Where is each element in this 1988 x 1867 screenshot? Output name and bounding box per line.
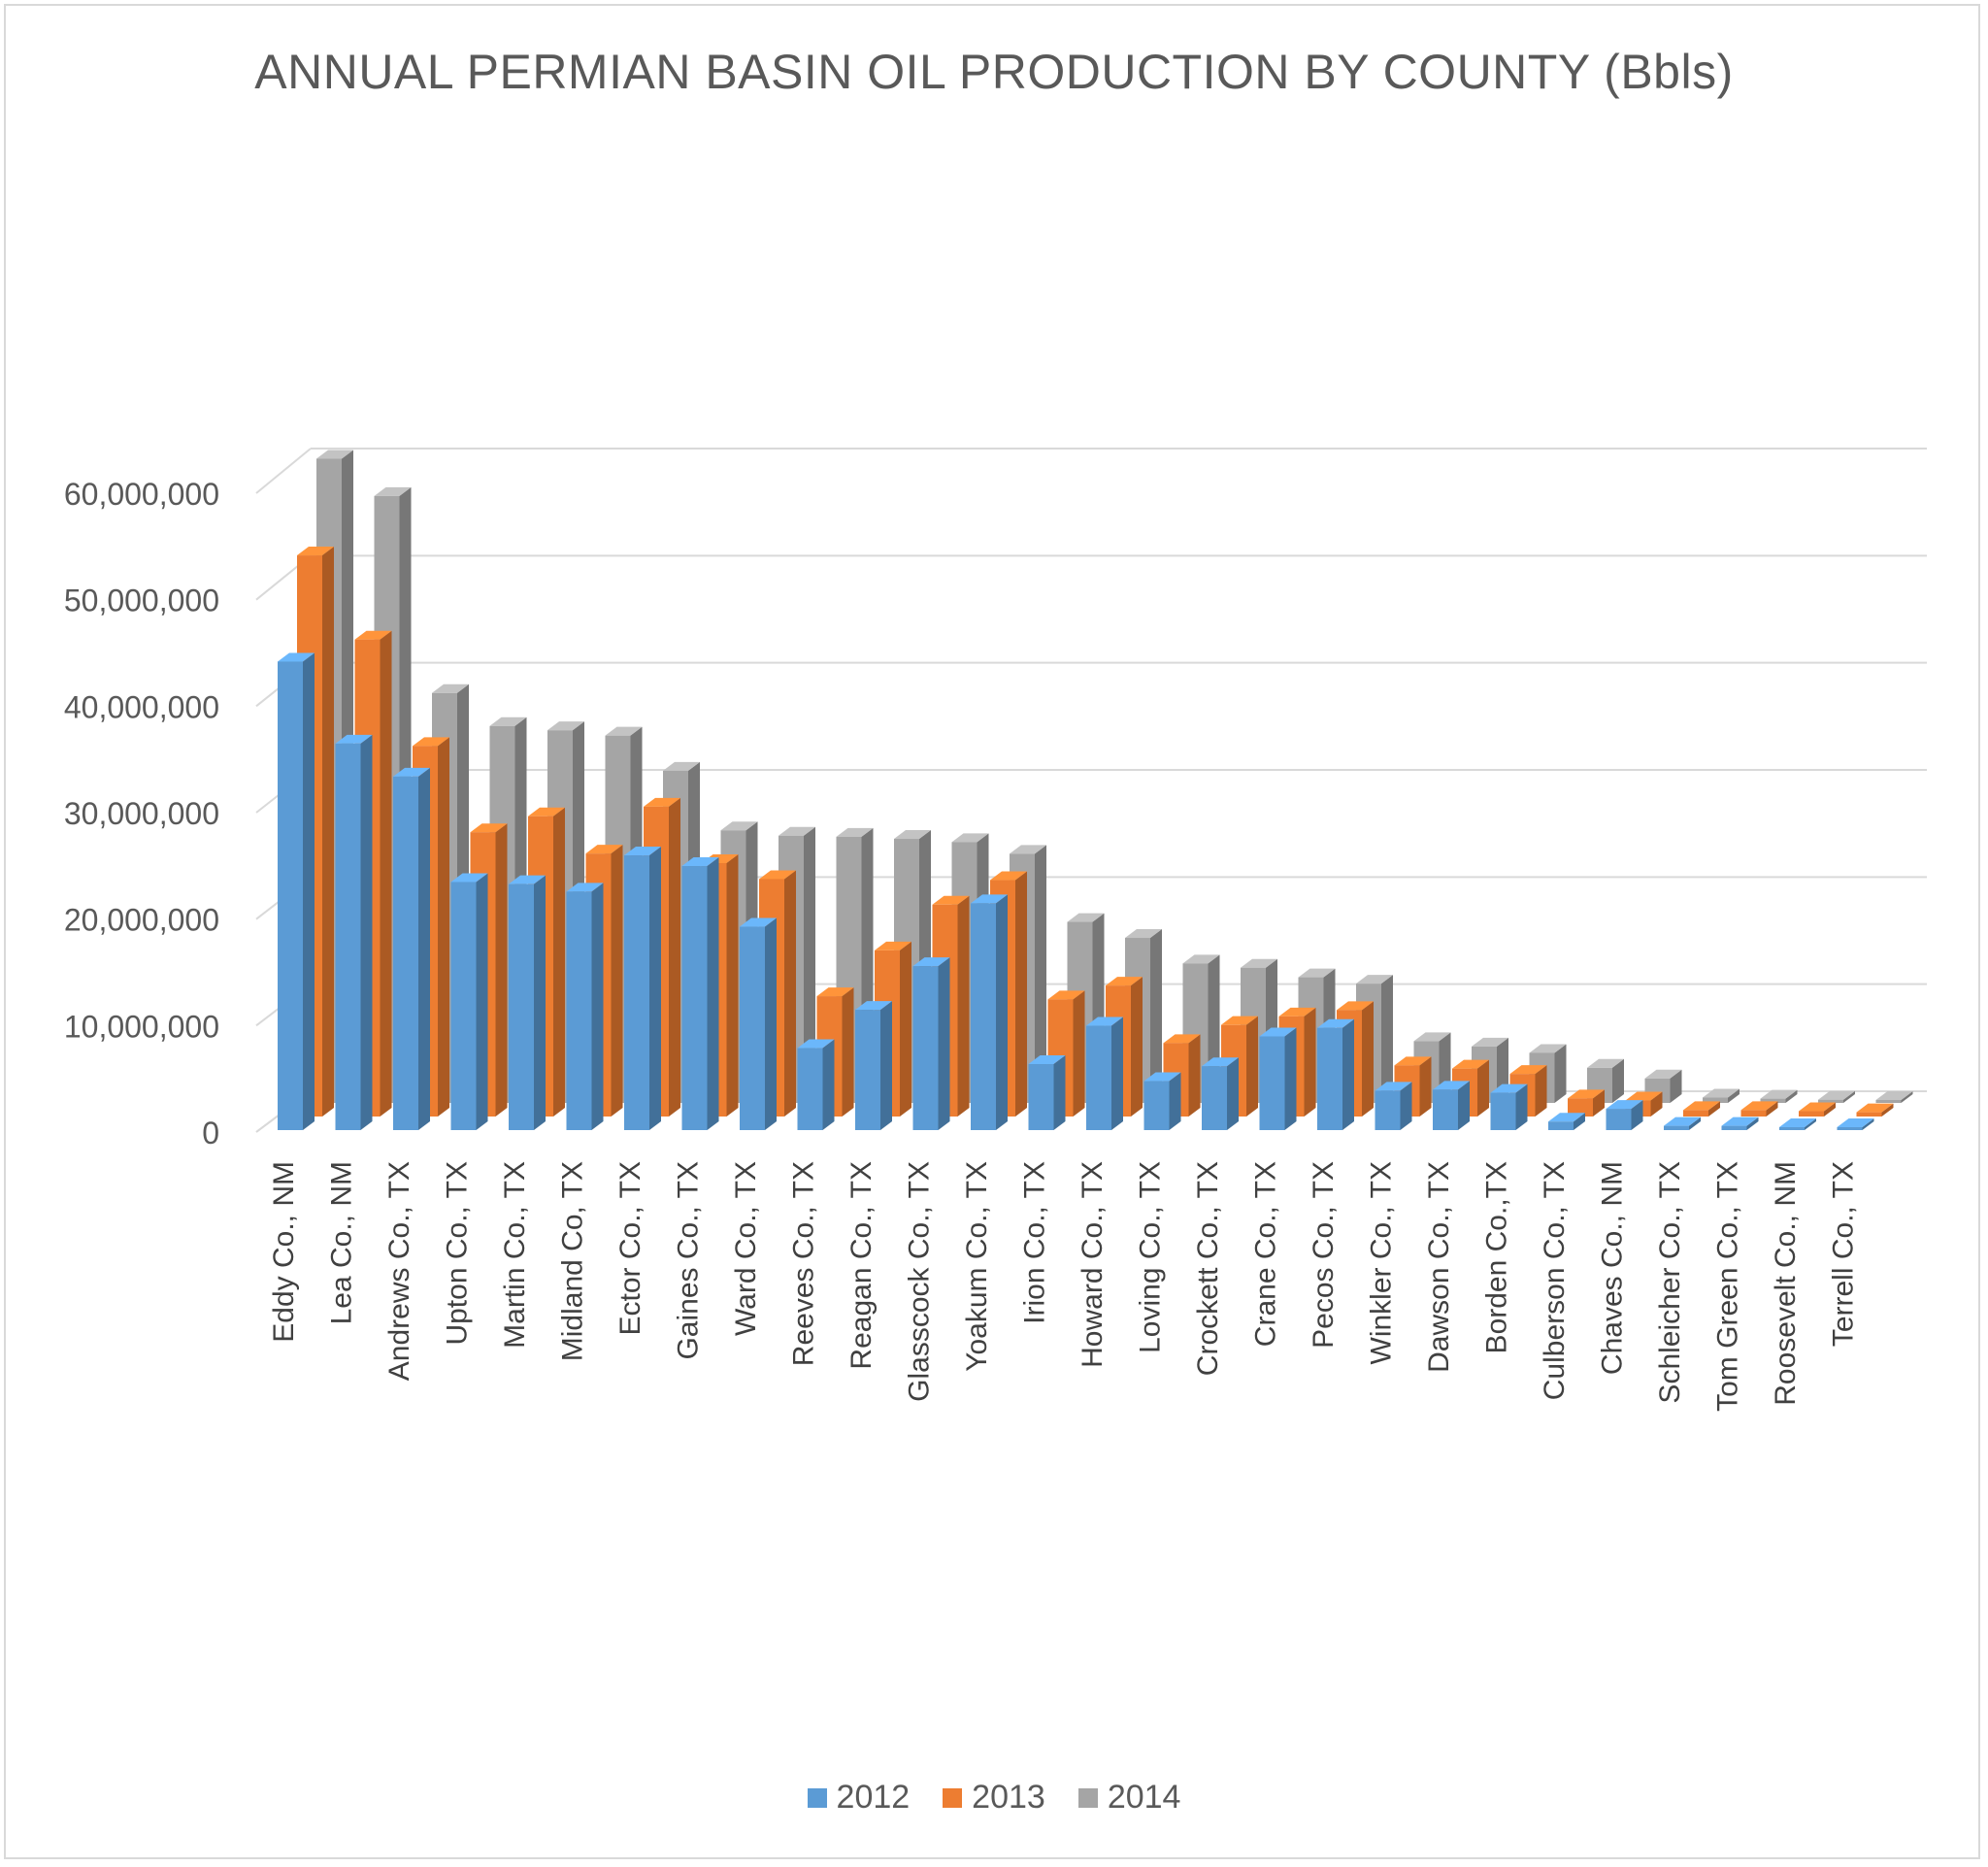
legend: 2012 2013 2014	[0, 1779, 1988, 1817]
bar	[1490, 1084, 1528, 1130]
legend-label-2013: 2013	[972, 1779, 1045, 1816]
y-tick-labels: 0 10,000,000 20,000,000 30,000,000 40,000,00…	[64, 477, 219, 1150]
bar	[1548, 1113, 1585, 1130]
bar	[1568, 1089, 1605, 1117]
y-tick-label: 40,000,000	[64, 689, 219, 724]
bar	[1683, 1101, 1720, 1117]
x-tick-label: Chaves Co., NM	[1597, 1161, 1629, 1375]
bar	[1086, 1017, 1123, 1130]
x-tick-label: Roosevelt Co., NM	[1770, 1161, 1802, 1406]
x-tick-label: Ector Co., TX	[614, 1161, 646, 1336]
x-tick-label: Crane Co., TX	[1250, 1161, 1282, 1347]
bar	[566, 883, 604, 1130]
legend-item-2013: 2013	[943, 1779, 1045, 1817]
x-tick-label: Ward Co., TX	[730, 1161, 762, 1336]
x-tick-label: Martin Co., TX	[499, 1161, 531, 1349]
bar	[1452, 1059, 1489, 1117]
legend-swatch-2012	[807, 1787, 827, 1808]
bar	[450, 873, 488, 1130]
x-tick-label: Culberson Co., TX	[1539, 1161, 1571, 1400]
legend-label-2012: 2012	[836, 1779, 911, 1816]
y-tick-label: 20,000,000	[64, 903, 219, 938]
bar	[335, 734, 373, 1130]
y-tick-label: 50,000,000	[64, 583, 219, 618]
bar	[278, 652, 315, 1130]
bar	[912, 957, 950, 1130]
y-tick-label: 0	[202, 1116, 219, 1150]
series-2012	[278, 652, 1874, 1130]
x-tick-label: Dawson Co., TX	[1423, 1161, 1455, 1373]
legend-label-2014: 2014	[1107, 1779, 1181, 1816]
x-tick-label: Terrell Co., TX	[1828, 1161, 1860, 1347]
bar	[740, 917, 777, 1130]
bar	[1202, 1057, 1239, 1130]
x-tick-label: Irion Co., TX	[1019, 1161, 1051, 1324]
bar	[1837, 1118, 1874, 1130]
x-tick-labels: Eddy Co., NM Lea Co., NM Andrews Co., TX Up…	[268, 1161, 1860, 1412]
x-tick-label: Upton Co., TX	[442, 1161, 474, 1346]
bar	[1664, 1117, 1701, 1130]
bar	[1259, 1027, 1297, 1130]
x-tick-label: Andrews Co., TX	[383, 1161, 415, 1381]
y-tick-label: 10,000,000	[64, 1009, 219, 1044]
x-tick-label: Midland Co, TX	[557, 1161, 589, 1361]
bar	[681, 857, 719, 1130]
bar	[855, 1001, 892, 1130]
bar	[971, 894, 1008, 1130]
legend-item-2014: 2014	[1077, 1779, 1181, 1817]
bar	[1721, 1117, 1759, 1130]
legend-swatch-2014	[1077, 1787, 1098, 1808]
x-tick-label: Tom Green Co., TX	[1712, 1161, 1744, 1412]
grid-line-side	[255, 448, 312, 494]
bar	[1703, 1088, 1740, 1103]
bar	[797, 1039, 835, 1130]
bar	[1433, 1081, 1470, 1130]
y-tick-label: 30,000,000	[64, 796, 219, 831]
bar	[624, 847, 661, 1130]
bar	[1799, 1102, 1836, 1117]
x-tick-label: Reagan Co., TX	[845, 1161, 878, 1370]
x-tick-label: Winkler Co., TX	[1366, 1161, 1398, 1365]
x-tick-label: Lea Co., NM	[326, 1161, 358, 1324]
x-tick-label: Eddy Co., NM	[268, 1161, 300, 1343]
bar	[1740, 1101, 1778, 1117]
bar	[1856, 1103, 1894, 1117]
x-tick-label: Howard Co., TX	[1077, 1161, 1109, 1368]
x-tick-label: Reeves Co., TX	[788, 1161, 820, 1366]
bar	[1317, 1018, 1354, 1130]
bar	[1509, 1065, 1547, 1117]
bar	[1606, 1100, 1643, 1130]
bar	[1143, 1072, 1181, 1130]
bar	[393, 767, 430, 1130]
x-tick-label: Borden Co.,TX	[1481, 1161, 1513, 1353]
bar	[509, 875, 546, 1130]
bar-layer	[278, 450, 1913, 1130]
legend-item-2012: 2012	[807, 1779, 911, 1817]
bar	[1818, 1090, 1855, 1103]
bar	[1375, 1082, 1412, 1130]
x-tick-label: Gaines Co., TX	[673, 1161, 705, 1360]
bar	[1760, 1089, 1798, 1103]
x-tick-label: Yoakum Co., TX	[961, 1161, 993, 1372]
x-tick-label: Glasscock Co., TX	[904, 1161, 936, 1402]
legend-swatch-2013	[943, 1787, 963, 1808]
x-tick-label: Loving Co., TX	[1135, 1161, 1167, 1353]
bar	[1028, 1055, 1066, 1130]
y-tick-label: 60,000,000	[64, 477, 219, 512]
x-tick-label: Pecos Co., TX	[1308, 1161, 1340, 1349]
chart-title: ANNUAL PERMIAN BASIN OIL PRODUCTION BY C…	[254, 45, 1734, 99]
x-tick-label: Crockett Co., TX	[1192, 1161, 1224, 1376]
bar	[1875, 1091, 1913, 1103]
x-tick-label: Schleicher Co., TX	[1654, 1161, 1686, 1404]
bar	[1779, 1118, 1816, 1130]
